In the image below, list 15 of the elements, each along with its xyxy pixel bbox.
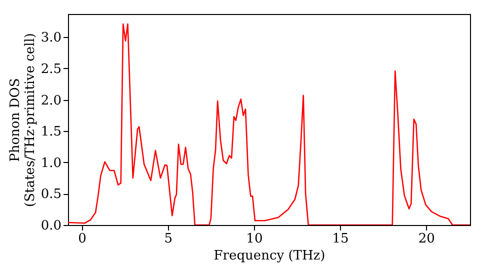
x-tick-label: 10 [246, 232, 263, 246]
y-tick-label: 0.5 [40, 187, 62, 202]
y-tick-label: 2.5 [40, 62, 62, 77]
y-tick-label: 0.0 [40, 218, 62, 234]
y-tick-label: 3.0 [40, 30, 62, 46]
line-series [68, 23, 470, 225]
y-tick-label: 1.5 [40, 124, 62, 140]
y-tick-label: 1.0 [40, 156, 62, 171]
x-axis-title: Frequency (THz) [214, 248, 326, 264]
y-axis-title: Phonon DOS (States/THz·primitive cell) [8, 32, 38, 208]
x-tick-label: 15 [332, 232, 349, 246]
x-tick-label: 5 [164, 232, 172, 246]
x-tick-label: 20 [418, 232, 435, 246]
x-tick-label: 0 [78, 232, 86, 246]
y-tick-label: 2.0 [40, 93, 62, 108]
